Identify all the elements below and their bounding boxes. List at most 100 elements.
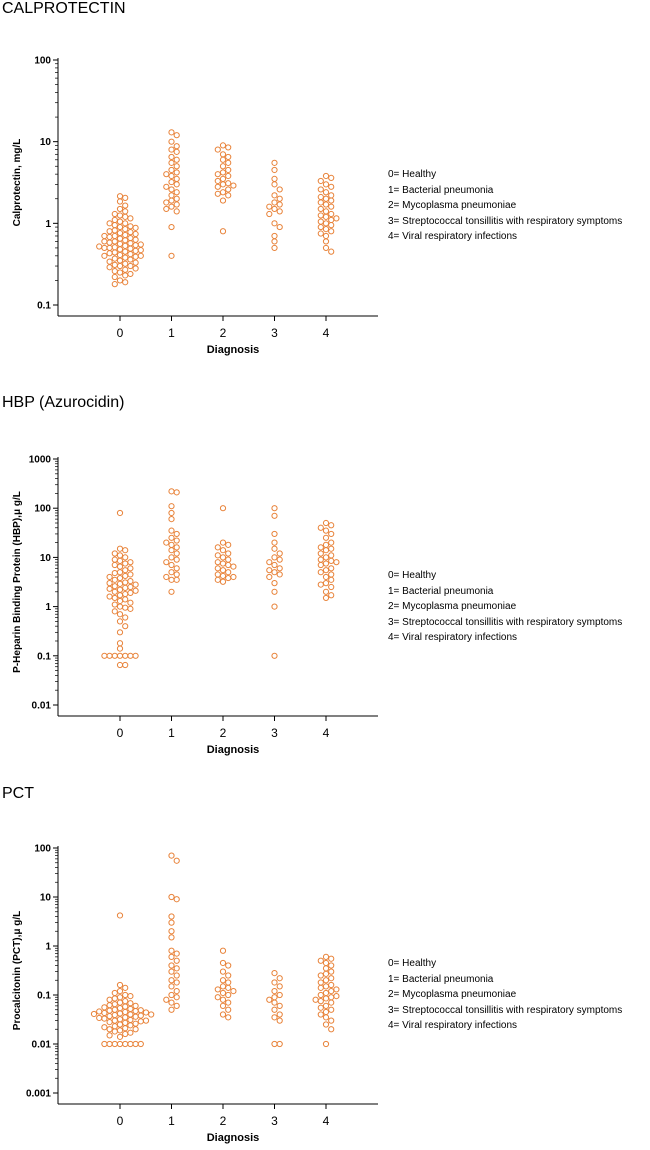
data-point (122, 1030, 129, 1038)
data-point (106, 1013, 113, 1020)
data-point (271, 1006, 278, 1013)
data-point (127, 1029, 134, 1036)
data-point (168, 983, 175, 990)
data-point (173, 556, 180, 563)
data-point (219, 989, 227, 997)
data-point (116, 645, 124, 652)
data-point (111, 601, 118, 608)
data-point (132, 1007, 139, 1015)
data-point (328, 1026, 335, 1033)
data-point (322, 995, 330, 1002)
data-point (322, 953, 330, 960)
data-point (122, 661, 129, 669)
data-point (127, 992, 134, 1000)
legend-item-2: 2= Mycoplasma pneumoniae (388, 200, 517, 211)
data-point (168, 509, 175, 517)
data-point (328, 183, 335, 190)
data-point (122, 547, 129, 554)
data-point (219, 959, 227, 967)
data-point (173, 181, 180, 188)
data-point (328, 988, 335, 995)
data-point (276, 1002, 283, 1009)
data-point (116, 580, 124, 587)
data-point (219, 977, 227, 984)
data-point (163, 171, 170, 178)
data-point (116, 1021, 124, 1028)
data-point (168, 913, 175, 920)
data-point (168, 172, 175, 180)
data-point (271, 580, 278, 587)
data-point (317, 991, 324, 999)
data-point (225, 972, 232, 979)
data-point (173, 972, 180, 979)
data-point (214, 146, 221, 153)
data-point (276, 208, 283, 215)
x-tick-label: 1 (168, 326, 175, 340)
panel-title: HBP (Azurocidin) (2, 394, 125, 411)
data-point (122, 991, 129, 999)
data-point (106, 220, 113, 227)
data-point (219, 169, 227, 176)
data-point (101, 652, 108, 659)
data-point (116, 574, 124, 582)
data-point (163, 559, 170, 566)
y-tick-label: 0.01 (32, 701, 52, 712)
y-axis-label: Procalcitonin (PCT),μ g/L (12, 911, 23, 1030)
legend-item-4: 4= Viral respiratory infections (388, 632, 518, 643)
data-point (219, 142, 227, 149)
data-point (328, 994, 335, 1001)
data-point (276, 991, 283, 999)
data-point (122, 614, 129, 621)
data-point (132, 652, 139, 659)
data-point (173, 201, 180, 208)
data-point (214, 190, 221, 197)
data-point (322, 238, 330, 245)
data-point (116, 1010, 124, 1017)
data-point (214, 177, 221, 185)
y-tick-label: 10 (40, 553, 52, 564)
data-point (122, 279, 129, 286)
data-point (317, 979, 324, 986)
data-point (127, 1016, 134, 1024)
data-point (214, 986, 221, 993)
legend-item-3: 3= Streptococcal tonsillitis with respir… (388, 1004, 623, 1016)
data-point (225, 574, 232, 582)
data-point (132, 230, 139, 238)
data-point (122, 260, 129, 267)
data-point (168, 893, 175, 901)
data-point (173, 965, 180, 972)
y-tick-label: 10 (40, 893, 52, 904)
data-point (132, 1013, 139, 1020)
data-point (127, 256, 134, 263)
data-point (219, 1011, 227, 1018)
x-tick-label: 4 (323, 726, 330, 740)
data-point (312, 996, 319, 1003)
data-point (225, 550, 232, 557)
legend-item-4: 4= Viral respiratory infections (388, 1020, 518, 1031)
data-point (132, 259, 139, 266)
data-point (173, 957, 180, 964)
data-point (168, 588, 175, 595)
data-point (317, 1011, 324, 1018)
data-point (111, 569, 118, 577)
data-point (317, 998, 324, 1005)
data-point (225, 159, 232, 166)
chart-legend: 0= Healthy 1= Bacterial pneumonia 2= Myc… (388, 956, 622, 1034)
data-point (317, 957, 324, 964)
data-point (225, 569, 232, 576)
data-point (328, 1017, 335, 1024)
data-point (168, 928, 175, 935)
data-point (271, 539, 278, 546)
data-point (271, 1014, 278, 1021)
data-point (173, 1002, 180, 1009)
data-point (219, 947, 227, 954)
data-point (173, 169, 180, 176)
data-point (333, 992, 340, 1000)
data-point (219, 554, 227, 561)
panel-title: PCT (2, 785, 34, 802)
data-point (328, 228, 335, 235)
data-point (328, 576, 335, 583)
data-point (127, 1005, 134, 1013)
legend-item-0: 0= Healthy (388, 169, 437, 180)
